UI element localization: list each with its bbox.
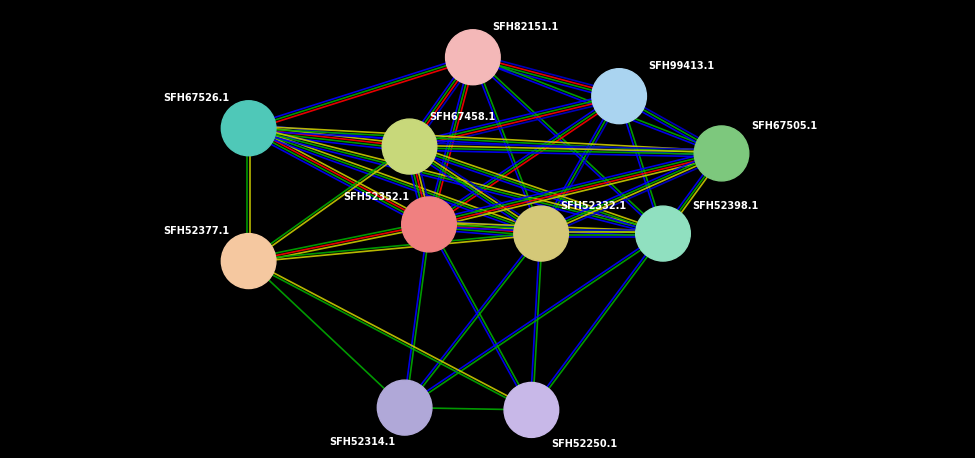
Text: SFH67458.1: SFH67458.1: [429, 112, 495, 122]
Text: SFH52332.1: SFH52332.1: [561, 201, 627, 211]
Ellipse shape: [504, 382, 559, 437]
Text: SFH52377.1: SFH52377.1: [163, 226, 229, 236]
Text: SFH67526.1: SFH67526.1: [163, 93, 229, 104]
Ellipse shape: [382, 119, 437, 174]
Text: SFH67505.1: SFH67505.1: [751, 121, 817, 131]
Text: SFH82151.1: SFH82151.1: [492, 22, 559, 33]
Ellipse shape: [514, 206, 568, 261]
Text: SFH52352.1: SFH52352.1: [343, 192, 410, 202]
Text: SFH52314.1: SFH52314.1: [329, 437, 395, 447]
Ellipse shape: [402, 197, 456, 252]
Ellipse shape: [694, 126, 749, 181]
Text: SFH52398.1: SFH52398.1: [692, 201, 759, 211]
Ellipse shape: [636, 206, 690, 261]
Ellipse shape: [592, 69, 646, 124]
Text: SFH99413.1: SFH99413.1: [648, 61, 715, 71]
Ellipse shape: [221, 101, 276, 156]
Ellipse shape: [221, 234, 276, 289]
Ellipse shape: [377, 380, 432, 435]
Text: SFH52250.1: SFH52250.1: [551, 439, 617, 449]
Ellipse shape: [446, 30, 500, 85]
